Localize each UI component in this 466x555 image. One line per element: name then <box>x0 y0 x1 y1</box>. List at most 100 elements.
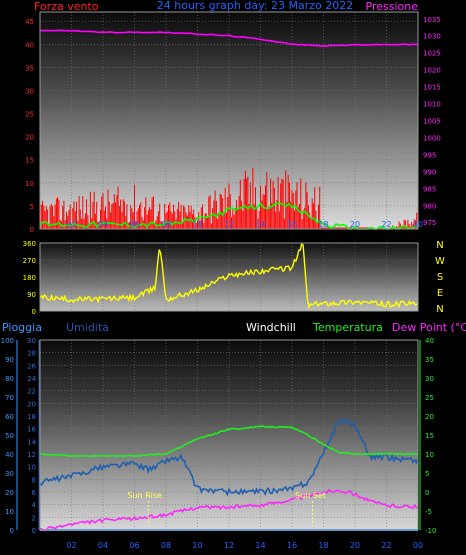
hour-label: 20 <box>350 541 360 550</box>
rain-tick-label: 0 <box>10 527 14 535</box>
hour-label: 02 <box>66 541 76 550</box>
pressure-tick-label: 1000 <box>423 134 441 142</box>
pressure-line <box>39 29 419 48</box>
direction-tick-label: 90 <box>27 291 36 299</box>
humidity-tick-label: 22 <box>27 388 36 396</box>
temperature-tick-labels: -10 -5 0 5 10 15 20 25 30 35 40 <box>425 337 436 535</box>
direction-panel-frame <box>39 242 419 312</box>
compass-label: S <box>437 272 443 283</box>
humidity-tick-label: 14 <box>27 438 36 446</box>
humidity-tick-label: 12 <box>27 451 36 459</box>
hour-label: 10 <box>192 541 202 550</box>
temperature-line <box>39 425 419 458</box>
humidity-tick-label: 18 <box>27 413 36 421</box>
hour-label: 20 <box>350 220 360 229</box>
humidity-tick-label: 20 <box>27 400 36 408</box>
rain-tick-label: 60 <box>5 413 14 421</box>
wind-tick-label: 0 <box>30 226 34 234</box>
wind-tick-label: 15 <box>25 157 34 165</box>
wind-tick-label: 45 <box>25 18 34 26</box>
wind-tick-label: 20 <box>25 134 34 142</box>
hour-label: 14 <box>255 220 265 229</box>
temperature-tick-label: 35 <box>425 356 434 364</box>
wind-tick-label: 30 <box>25 87 34 95</box>
pressure-tick-label: 1020 <box>423 67 441 75</box>
humidity-line <box>39 418 419 497</box>
hour-label: 02 <box>66 220 76 229</box>
pressure-axis-title: Pressione <box>366 0 419 13</box>
temperature-tick-label: 0 <box>425 489 429 497</box>
humidity-axis-title: Umidita <box>66 321 109 334</box>
direction-panel-series <box>39 242 419 310</box>
pressure-tick-label: 990 <box>423 168 436 176</box>
hour-label: 12 <box>224 220 234 229</box>
pressure-tick-label: 1010 <box>423 101 441 109</box>
hour-label: 00 <box>413 541 423 550</box>
humidity-tick-label: 2 <box>32 514 36 522</box>
rain-tick-label: 20 <box>5 489 14 497</box>
humidity-tick-label: 26 <box>27 362 36 370</box>
rain-tick-label: 90 <box>5 356 14 364</box>
sun-annotations: Sun Rise Sun Set <box>127 491 326 526</box>
pressure-tick-label: 995 <box>423 151 436 159</box>
compass-label: W <box>435 256 445 267</box>
humidity-tick-label: 0 <box>32 527 36 535</box>
humidity-tick-label: 16 <box>27 426 36 434</box>
top-panel-grid <box>40 12 419 230</box>
top-panel-series <box>39 29 419 230</box>
dewpoint-axis-title: Dew Point (°C) <box>392 321 466 334</box>
temperature-axis-title: Temperatura <box>312 321 383 334</box>
temperature-tick-label: -10 <box>425 527 436 535</box>
hour-label: 10 <box>192 220 202 229</box>
wind-tick-label: 40 <box>25 41 34 49</box>
bottom-panel-frame <box>39 339 419 531</box>
temperature-tick-label: -5 <box>425 508 432 516</box>
compass-label: E <box>437 288 443 299</box>
humidity-tick-label: 4 <box>32 502 37 510</box>
hour-label: 18 <box>318 220 328 229</box>
rain-tick-label: 70 <box>5 394 14 402</box>
hour-label: 04 <box>98 220 108 229</box>
pressure-tick-labels: 975 980 985 990 995 1000 1005 1010 1015 1020 1025 1… <box>423 16 441 227</box>
hour-label: 22 <box>381 220 391 229</box>
wind-tick-label: 25 <box>25 111 34 119</box>
pressure-tick-label: 1005 <box>423 118 441 126</box>
bottom-hour-labels: 02 04 06 08 10 12 14 16 18 20 22 00 <box>66 541 423 550</box>
rain-tick-label: 40 <box>5 451 14 459</box>
rain-tick-labels: 0 10 20 30 40 50 60 70 80 90 100 <box>1 337 14 535</box>
humidity-tick-label: 28 <box>27 350 36 358</box>
chart-title: 24 hours graph day: 23 Marzo 2022 <box>157 0 354 12</box>
windchill-axis-title: Windchill <box>246 321 296 334</box>
pressure-tick-label: 1030 <box>423 33 441 41</box>
hour-label: 14 <box>255 541 265 550</box>
sunrise-label: Sun Rise <box>127 491 162 500</box>
hour-label: 16 <box>287 541 297 550</box>
rain-tick-label: 50 <box>5 432 14 440</box>
temperature-tick-label: 15 <box>425 432 434 440</box>
hour-label: 16 <box>287 220 297 229</box>
rain-tick-label: 10 <box>5 508 14 516</box>
pressure-tick-label: 1025 <box>423 50 441 58</box>
hour-label: 06 <box>129 220 139 229</box>
hour-label: 08 <box>161 220 171 229</box>
humidity-tick-label: 8 <box>32 476 36 484</box>
rain-tick-label: 30 <box>5 470 14 478</box>
dewpoint-line <box>39 489 419 532</box>
temperature-tick-label: 5 <box>425 470 429 478</box>
top-panel-frame <box>39 11 419 230</box>
humidity-tick-label: 30 <box>27 337 36 345</box>
rain-tick-label: 100 <box>1 337 14 345</box>
compass-label: N <box>436 240 443 251</box>
wind-average-line <box>39 202 419 230</box>
temperature-tick-label: 40 <box>425 337 434 345</box>
wind-tick-label: 35 <box>25 64 34 72</box>
wind-tick-label: 5 <box>30 203 34 211</box>
direction-tick-label: 360 <box>23 240 36 248</box>
wind-axis-title: Forza vento <box>34 0 99 13</box>
temperature-tick-label: 25 <box>425 394 434 402</box>
rain-tick-label: 80 <box>5 375 14 383</box>
temperature-tick-label: 10 <box>425 451 434 459</box>
